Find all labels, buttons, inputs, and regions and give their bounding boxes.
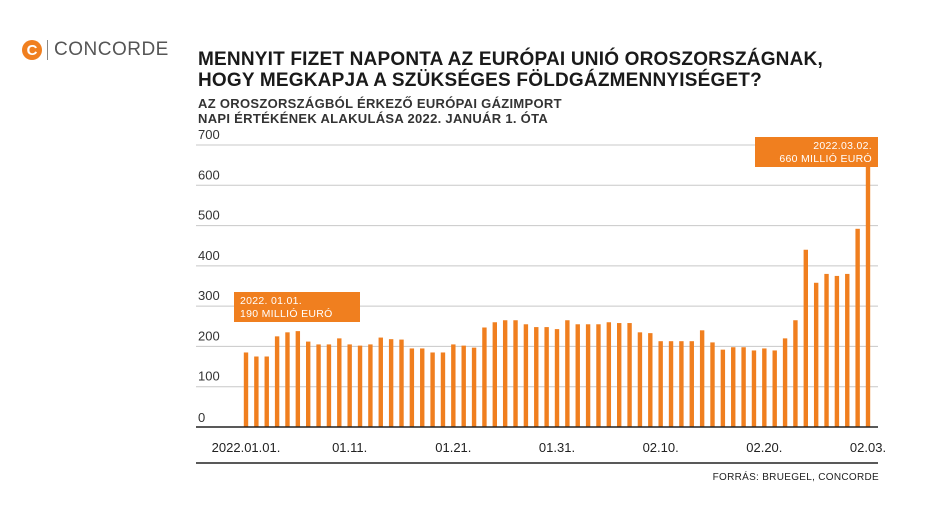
- annotation-1-line-1: 660 MILLIÓ EURÓ: [779, 152, 872, 165]
- bar-11: [357, 345, 363, 427]
- bar-14: [388, 339, 394, 427]
- bar-50: [762, 348, 767, 427]
- annotation-1-line-0: 2022.03.02.: [813, 140, 872, 152]
- bar-5: [295, 331, 301, 427]
- bar-6: [306, 341, 311, 427]
- bar-45: [710, 342, 715, 427]
- bar-41: [668, 341, 674, 427]
- bar-13: [378, 337, 383, 427]
- bar-1: [254, 356, 259, 427]
- bar-2: [264, 356, 269, 427]
- x-tick-label-4: 02.10.: [643, 440, 679, 455]
- bar-19: [440, 352, 446, 427]
- bar-27: [523, 324, 529, 427]
- bar-24: [492, 322, 497, 427]
- bar-53: [793, 320, 798, 427]
- bar-26: [513, 320, 518, 427]
- bar-35: [606, 322, 612, 427]
- bar-15: [399, 339, 404, 427]
- bar-33: [585, 324, 591, 427]
- chart-title: MENNYIT FIZET NAPONTA AZ EURÓPAI UNIÓ OR…: [198, 49, 918, 91]
- annotation-0-line-0: 2022. 01.01.: [240, 295, 302, 307]
- bar-10: [347, 344, 352, 427]
- bar-20: [451, 344, 456, 427]
- x-tick-label-5: 02.20.: [746, 440, 782, 455]
- x-tick-label-3: 01.31.: [539, 440, 575, 455]
- y-tick-label-200: 200: [198, 328, 220, 343]
- bar-57: [834, 275, 840, 427]
- y-tick-label-700: 700: [198, 127, 220, 142]
- y-tick-label-400: 400: [198, 248, 220, 263]
- bar-23: [482, 327, 487, 427]
- x-tick-label-1: 01.11.: [332, 440, 367, 455]
- bar-60: [865, 161, 871, 428]
- chart-title-line-1: MENNYIT FIZET NAPONTA AZ EURÓPAI UNIÓ OR…: [198, 49, 823, 70]
- concorde-logo-text: CONCORDE: [54, 39, 169, 60]
- annotation-box-0: [234, 292, 360, 322]
- bar-54: [803, 249, 808, 427]
- x-tick-label-6: 02.03.: [850, 440, 886, 455]
- bar-8: [326, 344, 332, 427]
- bar-3: [274, 336, 280, 427]
- logo-separator: [47, 40, 48, 60]
- concorde-logo: C CONCORDE: [22, 37, 169, 63]
- bar-47: [731, 347, 736, 427]
- bar-52: [782, 338, 788, 427]
- concorde-logo-mark: C: [22, 40, 42, 60]
- bar-37: [627, 323, 632, 427]
- bar-12: [368, 344, 373, 427]
- y-tick-label-500: 500: [198, 208, 220, 223]
- bar-28: [534, 327, 539, 427]
- bar-18: [430, 352, 435, 427]
- x-tick-label-2: 01.21.: [435, 440, 471, 455]
- source-note: FORRÁS: BRUEGEL, CONCORDE: [712, 472, 879, 483]
- bar-40: [658, 341, 663, 427]
- bar-4: [285, 332, 290, 427]
- bar-31: [565, 320, 570, 427]
- bar-43: [689, 341, 694, 427]
- bar-16: [409, 348, 415, 427]
- bar-59: [855, 228, 860, 427]
- bar-25: [502, 320, 508, 427]
- bar-48: [741, 347, 746, 427]
- bar-0: [243, 352, 249, 427]
- y-tick-label-100: 100: [198, 369, 220, 384]
- bar-17: [420, 348, 425, 427]
- annotation-0-line-1: 190 MILLIÓ EURÓ: [240, 307, 333, 320]
- bar-29: [544, 327, 549, 427]
- bar-39: [648, 333, 653, 427]
- y-tick-label-0: 0: [198, 410, 205, 425]
- bar-22: [471, 347, 477, 427]
- x-tick-label-0: 2022.01.01.: [212, 440, 281, 455]
- chart-title-line-2: HOGY MEGKAPJA A SZÜKSÉGES FÖLDGÁZMENNYIS…: [198, 70, 762, 91]
- bar-55: [813, 282, 819, 427]
- bar-30: [554, 329, 560, 427]
- bar-7: [316, 344, 321, 427]
- bar-34: [596, 324, 601, 427]
- bar-58: [845, 273, 850, 427]
- bar-51: [772, 350, 777, 427]
- bar-49: [751, 350, 757, 427]
- chart-subtitle-line-1: AZ OROSZORSZÁGBÓL ÉRKEZŐ EURÓPAI GÁZIMPO…: [198, 96, 562, 111]
- bar-9: [337, 338, 342, 427]
- y-tick-label-600: 600: [198, 167, 220, 182]
- bar-38: [637, 332, 643, 427]
- bar-56: [824, 273, 829, 427]
- annotation-box-1: [755, 137, 878, 167]
- bar-21: [461, 345, 466, 427]
- bar-46: [720, 349, 726, 427]
- bar-42: [679, 341, 684, 427]
- chart-subtitle-line-2: NAPI ÉRTÉKÉNEK ALAKULÁSA 2022. JANUÁR 1.…: [198, 111, 549, 126]
- y-tick-label-300: 300: [198, 288, 220, 303]
- bar-44: [699, 330, 705, 427]
- bar-36: [617, 323, 622, 427]
- chart-subtitle: AZ OROSZORSZÁGBÓL ÉRKEZŐ EURÓPAI GÁZIMPO…: [198, 96, 562, 126]
- bar-32: [575, 324, 580, 427]
